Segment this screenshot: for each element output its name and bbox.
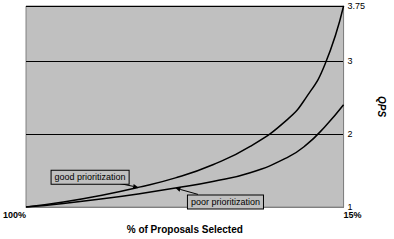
svg-text:% of Proposals Selected: % of Proposals Selected: [127, 224, 243, 235]
svg-text:100%: 100%: [3, 210, 26, 220]
svg-text:1: 1: [347, 202, 353, 213]
svg-text:good prioritization: good prioritization: [55, 172, 126, 182]
svg-text:15%: 15%: [344, 210, 362, 220]
svg-text:QPS: QPS: [376, 96, 387, 117]
svg-text:3: 3: [348, 56, 353, 66]
svg-text:3.75: 3.75: [348, 1, 366, 11]
svg-text:2: 2: [348, 129, 353, 139]
svg-text:poor prioritization: poor prioritization: [191, 197, 260, 207]
